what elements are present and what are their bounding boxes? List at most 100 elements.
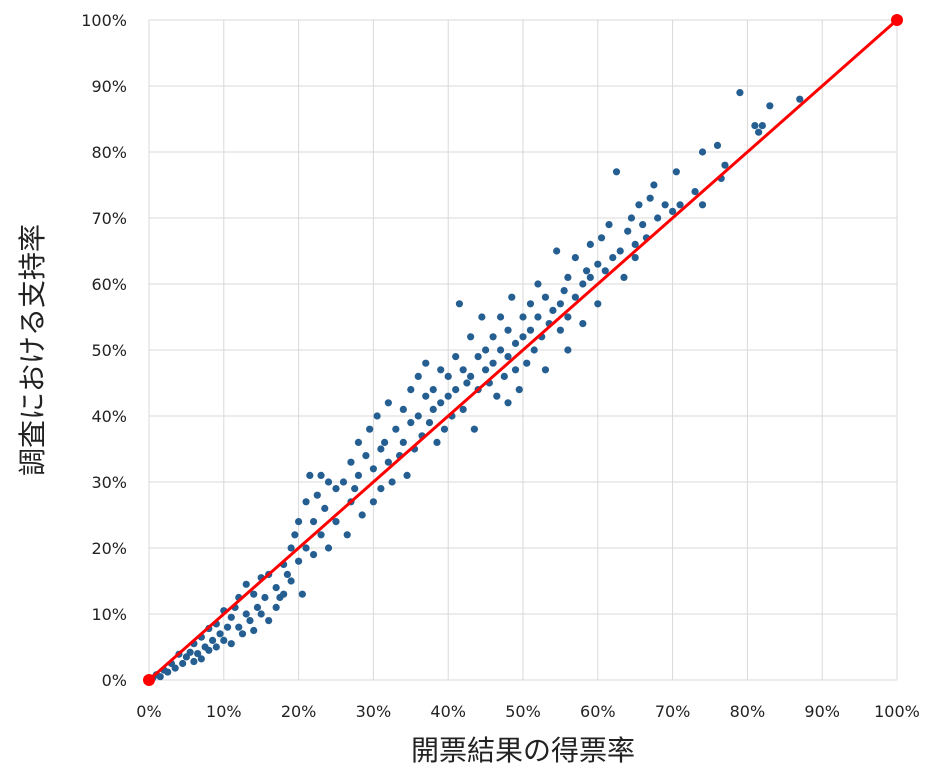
- scatter-point: [698, 148, 707, 156]
- scatter-point: [302, 544, 310, 552]
- scatter-point: [736, 89, 744, 97]
- scatter-point: [639, 221, 647, 229]
- scatter-point: [504, 326, 512, 334]
- y-tick-label: 80%: [91, 143, 127, 162]
- scatter-point: [332, 518, 340, 526]
- scatter-point: [392, 425, 400, 433]
- scatter-point: [508, 293, 516, 301]
- scatter-point: [669, 207, 677, 215]
- x-tick-label: 80%: [730, 702, 766, 721]
- scatter-point: [223, 623, 232, 631]
- scatter-point: [586, 240, 594, 248]
- scatter-point: [422, 359, 430, 367]
- scatter-point: [489, 359, 497, 367]
- scatter-point: [339, 478, 348, 486]
- scatter-point: [265, 617, 273, 625]
- scatter-point: [594, 260, 602, 268]
- scatter-point: [526, 300, 535, 308]
- scatter-point: [242, 580, 250, 588]
- scatter-point: [422, 392, 430, 400]
- scatter-point: [369, 465, 377, 473]
- scatter-point: [295, 557, 303, 565]
- scatter-point: [358, 511, 366, 519]
- scatter-point: [440, 425, 449, 433]
- scatter-point: [354, 438, 363, 446]
- scatter-point: [261, 593, 269, 602]
- scatter-point: [317, 471, 325, 479]
- scatter-point: [429, 405, 437, 413]
- scatter-point: [444, 392, 452, 400]
- scatter-point: [235, 623, 243, 631]
- scatter-point: [519, 313, 527, 321]
- scatter-point: [437, 366, 445, 374]
- scatter-point: [388, 478, 396, 486]
- scatter-point: [216, 630, 224, 638]
- scatter-point: [403, 471, 411, 479]
- scatter-point: [238, 630, 247, 638]
- scatter-point: [459, 366, 467, 374]
- scatter-point: [459, 405, 467, 413]
- scatter-point: [324, 544, 333, 552]
- scatter-point: [220, 636, 228, 645]
- scatter-point: [377, 445, 385, 453]
- scatter-point: [635, 201, 643, 209]
- scatter-point: [306, 471, 314, 479]
- scatter-point: [560, 287, 568, 295]
- scatter-point: [313, 491, 321, 499]
- scatter-point: [601, 267, 609, 275]
- scatter-point: [523, 359, 531, 367]
- scatter-point: [650, 181, 658, 189]
- scatter-point: [242, 610, 250, 618]
- scatter-point: [698, 201, 707, 209]
- x-tick-label: 50%: [505, 702, 541, 721]
- scatter-point: [171, 664, 179, 672]
- scatter-point: [474, 353, 482, 361]
- scatter-point: [482, 346, 490, 354]
- scatter-point: [721, 161, 729, 169]
- scatter-point: [197, 655, 205, 663]
- scatter-point: [354, 471, 363, 479]
- scatter-point: [399, 405, 407, 413]
- scatter-point: [179, 659, 187, 668]
- y-tick-label: 100%: [81, 11, 127, 30]
- scatter-point: [384, 399, 392, 407]
- scatter-point: [283, 570, 291, 579]
- scatter-point: [500, 372, 508, 380]
- scatter-point: [369, 498, 377, 506]
- scatter-point: [250, 590, 258, 598]
- scatter-point: [766, 102, 774, 110]
- scatter-point: [579, 320, 587, 328]
- scatter-point: [541, 366, 550, 374]
- scatter-point: [796, 95, 804, 103]
- x-tick-label: 0%: [136, 702, 161, 721]
- scatter-point: [530, 346, 538, 354]
- y-axis-title: 調査における支持率: [16, 224, 49, 476]
- scatter-point: [212, 643, 220, 651]
- scatter-point: [553, 247, 561, 255]
- scatter-point: [407, 386, 415, 394]
- scatter-point: [676, 201, 684, 209]
- scatter-point: [564, 346, 572, 354]
- scatter-point: [556, 326, 565, 334]
- scatter-point: [190, 657, 198, 666]
- scatter-point: [399, 438, 407, 446]
- scatter-point: [317, 531, 325, 539]
- scatter-point: [246, 617, 254, 625]
- y-tick-label: 30%: [91, 473, 127, 492]
- scatter-point: [631, 240, 639, 248]
- scatter-point: [597, 234, 606, 242]
- y-tick-label: 40%: [91, 407, 127, 426]
- scatter-point: [253, 603, 262, 612]
- scatter-point: [571, 293, 579, 301]
- y-tick-label: 0%: [102, 671, 127, 690]
- x-tick-label: 40%: [430, 702, 466, 721]
- scatter-point: [272, 603, 280, 612]
- scatter-point: [582, 267, 591, 275]
- scatter-point: [414, 412, 422, 420]
- scatter-point: [515, 386, 523, 394]
- y-tick-label: 70%: [91, 209, 127, 228]
- scatter-point: [194, 650, 202, 658]
- scatter-point: [452, 353, 460, 361]
- x-tick-label: 100%: [874, 702, 920, 721]
- scatter-point: [691, 188, 699, 196]
